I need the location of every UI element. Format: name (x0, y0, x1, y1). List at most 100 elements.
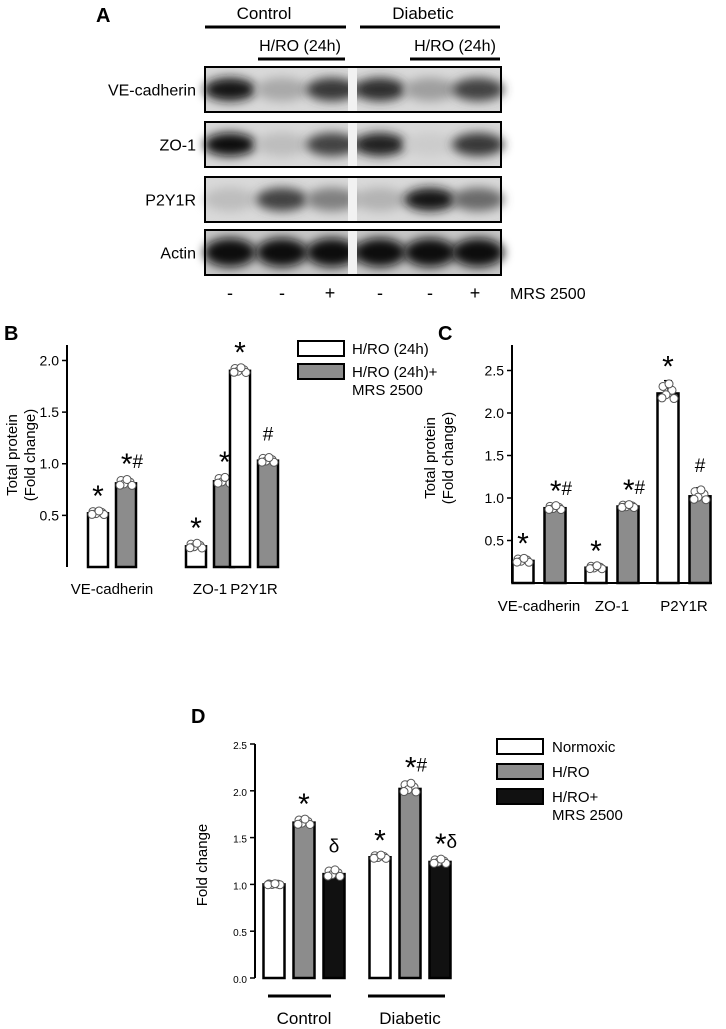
data-point (270, 879, 280, 889)
legend-text-hro-mrs-d-1: H/RO+ (552, 789, 599, 806)
bar (262, 883, 286, 980)
blot-band (452, 77, 504, 102)
blot-frame (204, 121, 502, 168)
y-tick-label: 1.5 (485, 448, 505, 464)
y-tick-label: 1.5 (233, 835, 247, 846)
panel-d: D Fold change 0.00.51.01.52.02.5*δContro… (191, 706, 623, 1028)
blot-frame (204, 66, 502, 113)
blot-band (204, 187, 256, 212)
blot-band (452, 132, 504, 157)
significance-mark: * (662, 351, 674, 384)
blot-row: VE-cadherin (108, 66, 504, 113)
data-point (519, 553, 529, 563)
legend-swatch-normoxic (496, 738, 544, 755)
data-point (551, 501, 561, 511)
data-point (94, 506, 104, 516)
y-tick-label: 2.0 (233, 788, 247, 799)
panel-d-legend: Normoxic H/RO H/RO+ MRS 2500 (496, 738, 623, 824)
significance-mark: * (517, 528, 529, 561)
category-label: VE-cadherin (71, 581, 154, 598)
significance-mark: * (92, 480, 104, 513)
panel-a-label: A (96, 5, 110, 27)
data-point (305, 819, 315, 829)
significance-mark: *δ (435, 828, 457, 861)
group-label-control: Control (237, 4, 292, 23)
panel-c: C Total protein (Fold change) 0.5 1.0 1.5 2… (422, 323, 712, 615)
blot-band (256, 187, 308, 212)
panel-b-legend: H/RO (24h) H/RO (24h)+ MRS 2500 (297, 340, 438, 399)
data-point (406, 778, 416, 788)
data-point (300, 814, 310, 824)
blot-label: ZO-1 (160, 138, 197, 155)
treatment-sign: + (325, 283, 336, 303)
category-label: VE-cadherin (498, 598, 581, 615)
data-point (624, 500, 634, 510)
legend-swatch-hro-d (496, 763, 544, 780)
blot-label: VE-cadherin (108, 83, 196, 100)
data-point (657, 393, 667, 403)
treatment-sign: + (470, 283, 481, 303)
legend-text-hro-mrs-2: MRS 2500 (352, 382, 423, 399)
data-point (512, 557, 522, 567)
data-point (429, 858, 439, 868)
y-tick-label: 1.0 (233, 881, 247, 892)
panel-a: A Control Diabetic H/RO (24h) H/RO (24h)… (96, 4, 586, 303)
data-point (257, 457, 267, 467)
treatment-sign: - (227, 283, 233, 303)
data-point (436, 854, 446, 864)
bar (398, 787, 422, 980)
significance-mark: * (234, 337, 246, 370)
blot-frame (204, 229, 502, 276)
panel-c-label: C (438, 323, 452, 345)
y-tick-label: 1.5 (40, 404, 60, 420)
blot-band (256, 132, 308, 157)
blot-band (306, 238, 358, 267)
panel-d-ylabel: Fold change (194, 824, 211, 907)
bar (368, 856, 392, 980)
panel-c-plot: 0.51.01.52.02.5**#VE-cadherin**#ZO-1*#P2… (485, 345, 712, 615)
legend-text-hro-mrs-d-2: MRS 2500 (552, 807, 623, 824)
blot-label: P2Y1R (145, 193, 196, 210)
blot-band (452, 187, 504, 212)
legend-text-hro: H/RO (24h) (352, 341, 429, 358)
blot-band (204, 132, 256, 157)
blot-band (306, 187, 358, 212)
legend-text-hro-d: H/RO (552, 764, 590, 781)
bar (228, 369, 252, 569)
significance-mark: δ (329, 836, 340, 857)
category-label: ZO-1 (193, 581, 227, 598)
blot-band (354, 187, 406, 212)
category-label: ZO-1 (595, 598, 629, 615)
panel-b-plot: 0.51.01.52.0**#VE-cadherin**#ZO-1*#P2Y1R (40, 337, 280, 598)
data-point (376, 850, 386, 860)
significance-mark: # (695, 456, 706, 477)
legend-text-hro-mrs-1: H/RO (24h)+ (352, 364, 438, 381)
data-point (213, 478, 223, 488)
blot-gap (348, 177, 357, 222)
significance-mark: * (298, 788, 310, 821)
data-point (330, 865, 340, 875)
data-point (544, 504, 554, 514)
blot-row: ZO-1 (160, 121, 504, 168)
blot-frame (204, 176, 502, 223)
data-point (669, 394, 679, 404)
panel-b-ylabel-2: (Fold change) (22, 409, 39, 502)
y-tick-label: 0.5 (233, 928, 247, 939)
group-label-diabetic: Diabetic (392, 4, 454, 23)
treatment-sign: - (427, 283, 433, 303)
legend-swatch-hro-mrs (297, 363, 345, 380)
data-point (122, 474, 132, 484)
significance-mark: * (190, 512, 202, 545)
blot-row: P2Y1R (145, 176, 504, 223)
data-point (701, 495, 711, 505)
data-point (127, 480, 137, 490)
blot-band (404, 187, 456, 212)
data-point (696, 485, 706, 495)
y-tick-label: 0.5 (40, 507, 60, 523)
blot-label: Actin (160, 246, 196, 263)
legend-text-normoxic: Normoxic (552, 739, 616, 756)
panel-c-ylabel-2: (Fold change) (440, 412, 457, 505)
significance-mark: *# (121, 448, 144, 481)
